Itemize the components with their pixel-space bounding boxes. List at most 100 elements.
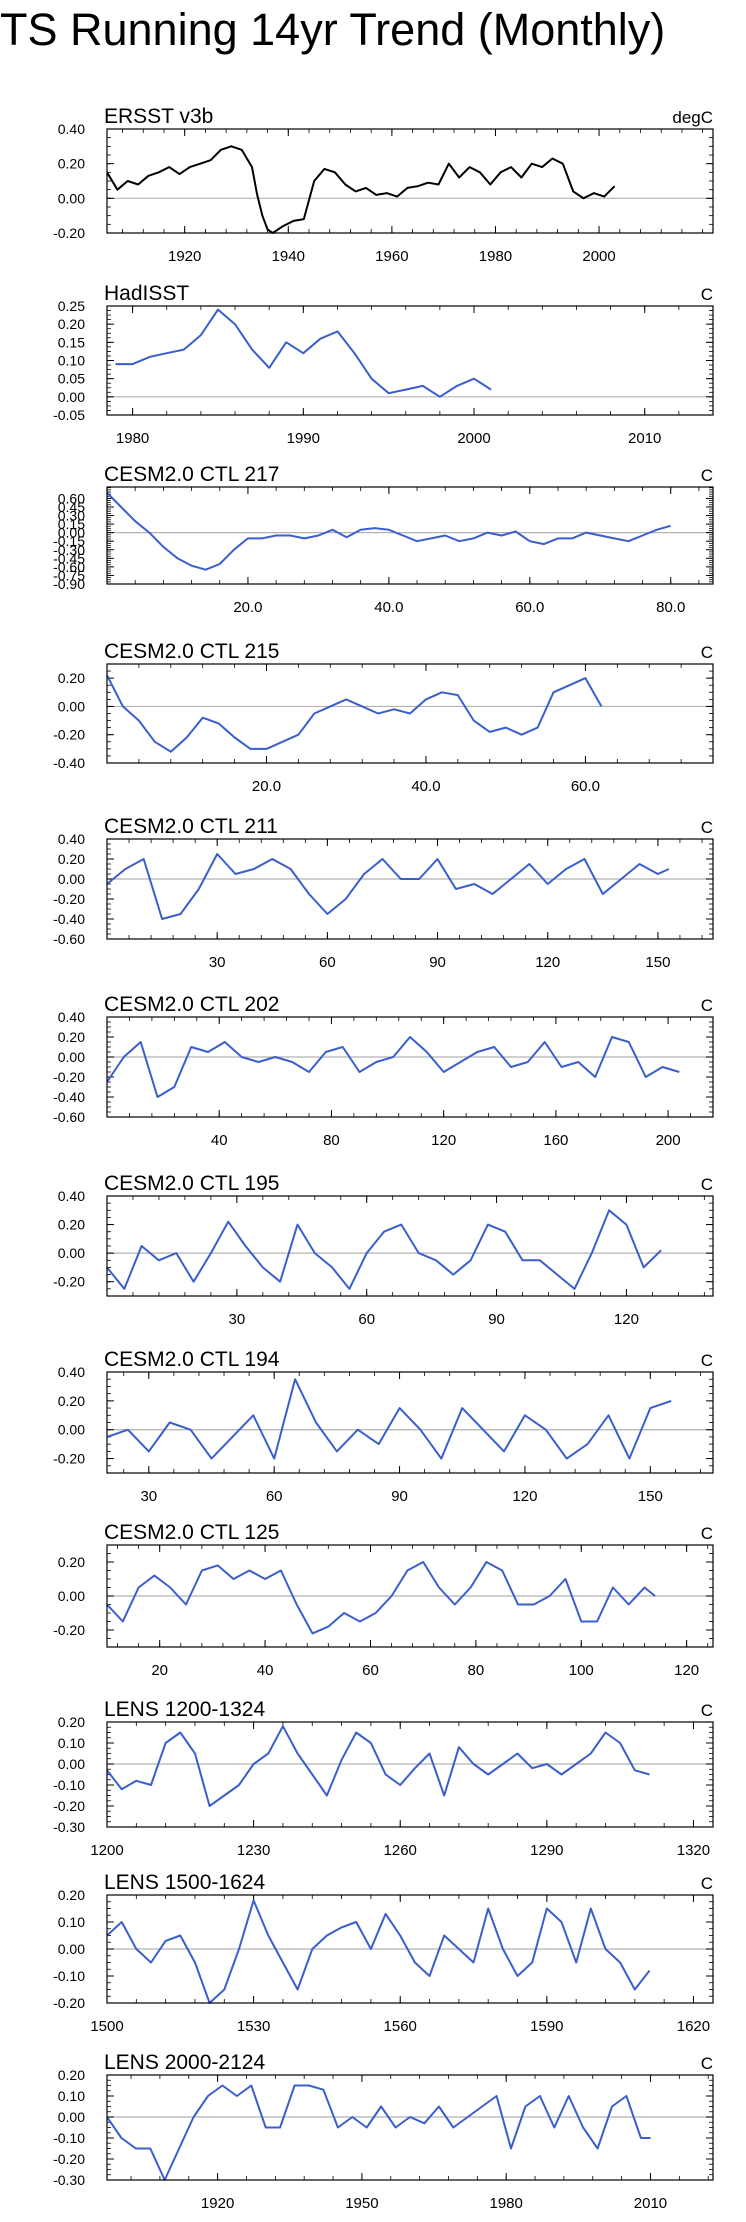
x-tick-label: 1920 [201,2195,234,2212]
x-tick-label: 120 [535,954,560,971]
y-tick-label: 0.05 [58,371,85,387]
x-tick-label: 1980 [479,248,512,265]
y-tick-label: -0.10 [53,1968,85,1984]
chart-panel: HadISST C -0.05 0.00 0.05 0.10 0.15 0.20 0.25 198… [53,282,714,447]
chart-panel: CESM2.0 CTL 202 C -0.60 -0.40 -0.20 0.00 0.20 0… [53,993,714,1149]
series-line [106,1209,662,1290]
x-tick-label: 150 [638,1488,663,1505]
x-tick-label: 1980 [116,430,149,447]
plot-frame [106,2074,714,2181]
chart-panel: ERSST v3b degC -0.20 0.00 0.20 0.40 1920 1940 19… [53,105,714,265]
x-tick-label: 60 [362,1662,379,1679]
x-tick-label: 60 [358,1311,375,1328]
plot-frame [106,838,714,940]
y-tick-label: 0.15 [58,516,85,532]
x-tick-label: 40 [211,1132,228,1149]
x-tick-label: 120 [431,1132,456,1149]
x-tick-label: 1230 [237,1842,270,1859]
y-tick-label: -0.20 [53,1451,85,1467]
x-tick-label: 60 [319,954,336,971]
x-tick-label: 2010 [628,430,661,447]
chart-panel: LENS 2000-2124 C -0.30 -0.20 -0.10 0.00 0.10 0.… [53,2051,714,2212]
y-tick-label: -0.20 [53,1069,85,1085]
chart-unit: C [701,1175,713,1194]
chart-unit: C [701,1701,713,1720]
y-tick-label: -0.20 [53,891,85,907]
y-tick-label: 0.00 [58,1245,85,1261]
x-tick-label: 40 [257,1662,274,1679]
x-tick-label: 1920 [168,248,201,265]
y-tick-label: 0.20 [58,1887,85,1903]
chart-title: ERSST v3b [104,105,213,128]
chart-title: LENS 1500-1624 [104,1871,265,1894]
y-tick-label: 0.00 [58,698,85,714]
plot-frame [106,1894,714,2004]
y-tick-label: 0.10 [58,1735,85,1751]
chart-title: LENS 1200-1324 [104,1698,265,1721]
plot-frame [106,663,714,764]
chart-unit: degC [672,108,713,127]
y-tick-label: 0.45 [58,499,85,515]
chart-title: CESM2.0 CTL 195 [104,1172,279,1195]
x-tick-label: 20.0 [233,599,262,616]
chart-panel: LENS 1500-1624 C -0.20 -0.10 0.00 0.10 0.20 150… [53,1871,714,2035]
chart-unit: C [701,285,713,304]
y-tick-label: -0.40 [53,1089,85,1105]
y-tick-label: -0.60 [53,1109,85,1125]
chart-unit: C [701,818,713,837]
x-tick-label: 120 [674,1662,699,1679]
plot-frame [106,1195,714,1297]
series-line [106,1561,656,1635]
y-tick-label: 0.00 [58,1049,85,1065]
y-tick-label: 0.00 [58,190,85,206]
chart-unit: C [701,2054,713,2073]
chart-panel: CESM2.0 CTL 194 C -0.20 0.00 0.20 0.40 30 60 90 1… [53,1348,714,1505]
y-tick-label: 0.20 [58,316,85,332]
y-tick-label: -0.20 [53,1622,85,1638]
chart-panel: CESM2.0 CTL 195 C -0.20 0.00 0.20 0.40 30 60 90 1… [53,1172,714,1328]
y-tick-label: -0.40 [53,911,85,927]
y-tick-label: 0.30 [58,508,85,524]
y-tick-label: 0.40 [58,1188,85,1204]
x-tick-label: 1980 [490,2195,523,2212]
y-tick-label: -0.90 [53,576,85,592]
y-tick-label: 0.20 [58,851,85,867]
y-tick-label: 0.00 [58,1756,85,1772]
y-tick-label: 0.25 [58,298,85,314]
x-tick-label: 1560 [384,2018,417,2035]
x-tick-label: 2000 [457,430,490,447]
y-tick-label: -0.30 [53,2172,85,2188]
y-tick-label: 0.00 [58,389,85,405]
chart-unit: C [701,643,713,662]
y-tick-label: 0.00 [58,1588,85,1604]
x-tick-label: 1990 [287,430,320,447]
x-tick-label: 1950 [345,2195,378,2212]
chart-unit: C [701,1524,713,1543]
y-tick-label: 0.10 [58,353,85,369]
chart-panel: LENS 1200-1324 C -0.30 -0.20 -0.10 0.00 0.10 0.… [53,1698,714,1859]
x-tick-label: 1590 [530,2018,563,2035]
chart-title: LENS 2000-2124 [104,2051,265,2074]
y-tick-label: 0.10 [58,2088,85,2104]
x-tick-label: 2010 [634,2195,667,2212]
y-tick-label: -0.45 [53,550,85,566]
y-tick-label: 0.20 [58,1714,85,1730]
y-tick-label: 0.40 [58,1009,85,1025]
x-tick-label: 1620 [677,2018,710,2035]
y-tick-label: 0.20 [58,1393,85,1409]
x-tick-label: 1500 [90,2018,123,2035]
x-tick-label: 30 [209,954,226,971]
x-tick-label: 80 [323,1132,340,1149]
x-tick-label: 40.0 [374,599,403,616]
series-line [106,1899,651,2004]
x-tick-label: 90 [391,1488,408,1505]
page-title: TS Running 14yr Trend (Monthly) [0,4,666,55]
x-tick-label: 2000 [582,248,615,265]
plot-frame [106,1544,714,1648]
y-tick-label: 0.20 [58,1029,85,1045]
y-tick-label: 0.20 [58,156,85,172]
x-tick-label: 100 [569,1662,594,1679]
x-tick-label: 30 [229,1311,246,1328]
plot-frame [106,305,714,416]
